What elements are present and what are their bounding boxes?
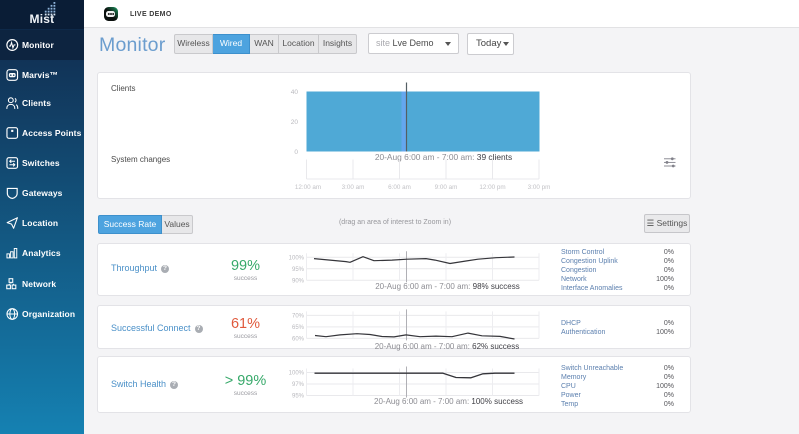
svg-text:3:00 am: 3:00 am bbox=[342, 184, 365, 191]
svg-text:3:00 pm: 3:00 pm bbox=[528, 184, 551, 191]
svg-text:12:00 pm: 12:00 pm bbox=[479, 184, 505, 191]
svg-text:12:00 am: 12:00 am bbox=[295, 184, 321, 191]
svg-text:97%: 97% bbox=[292, 382, 305, 388]
svg-text:60%: 60% bbox=[292, 337, 305, 343]
svg-text:9:00 am: 9:00 am bbox=[435, 184, 458, 191]
svg-text:6:00 am: 6:00 am bbox=[388, 184, 411, 191]
svg-text:70%: 70% bbox=[292, 314, 305, 320]
svg-text:0: 0 bbox=[294, 149, 298, 156]
svg-text:95%: 95% bbox=[292, 267, 305, 273]
svg-text:20: 20 bbox=[291, 119, 299, 126]
svg-text:90%: 90% bbox=[292, 279, 305, 285]
svg-text:100%: 100% bbox=[289, 256, 305, 262]
svg-text:40: 40 bbox=[291, 89, 299, 96]
svg-text:65%: 65% bbox=[292, 325, 305, 331]
svg-text:100%: 100% bbox=[289, 371, 305, 377]
svg-text:95%: 95% bbox=[292, 394, 305, 400]
